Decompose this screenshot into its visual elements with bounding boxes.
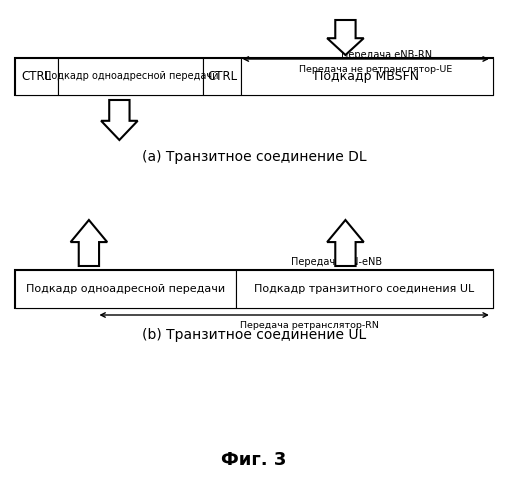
Polygon shape xyxy=(327,20,364,55)
Text: Подкадр одноадресной передачи: Подкадр одноадресной передачи xyxy=(44,71,218,81)
Text: Подкадр MBSFN: Подкадр MBSFN xyxy=(314,70,420,82)
Bar xyxy=(236,270,493,308)
Text: Подкадр транзитного соединения UL: Подкадр транзитного соединения UL xyxy=(255,284,474,294)
Text: Передача не ретранслятор-UE: Передача не ретранслятор-UE xyxy=(299,65,453,74)
Bar xyxy=(15,270,493,308)
Text: CTRL: CTRL xyxy=(22,70,52,82)
Text: (b) Транзитное соединение UL: (b) Транзитное соединение UL xyxy=(142,328,366,342)
Bar xyxy=(15,58,58,95)
Text: (a) Транзитное соединение DL: (a) Транзитное соединение DL xyxy=(142,150,366,164)
Text: Фиг. 3: Фиг. 3 xyxy=(221,451,287,469)
Text: Передача RN-eNB: Передача RN-eNB xyxy=(291,257,382,267)
Bar xyxy=(15,58,493,95)
Text: Передача ретранслятор-RN: Передача ретранслятор-RN xyxy=(240,321,379,330)
Bar xyxy=(241,58,493,95)
Polygon shape xyxy=(101,100,138,140)
Text: Передача eNB-RN: Передача eNB-RN xyxy=(340,50,432,59)
Text: Подкадр одноадресной передачи: Подкадр одноадресной передачи xyxy=(26,284,225,294)
Bar xyxy=(15,270,236,308)
Bar xyxy=(203,58,241,95)
Bar xyxy=(58,58,203,95)
Text: CTRL: CTRL xyxy=(207,70,237,82)
Polygon shape xyxy=(327,220,364,266)
Polygon shape xyxy=(71,220,107,266)
